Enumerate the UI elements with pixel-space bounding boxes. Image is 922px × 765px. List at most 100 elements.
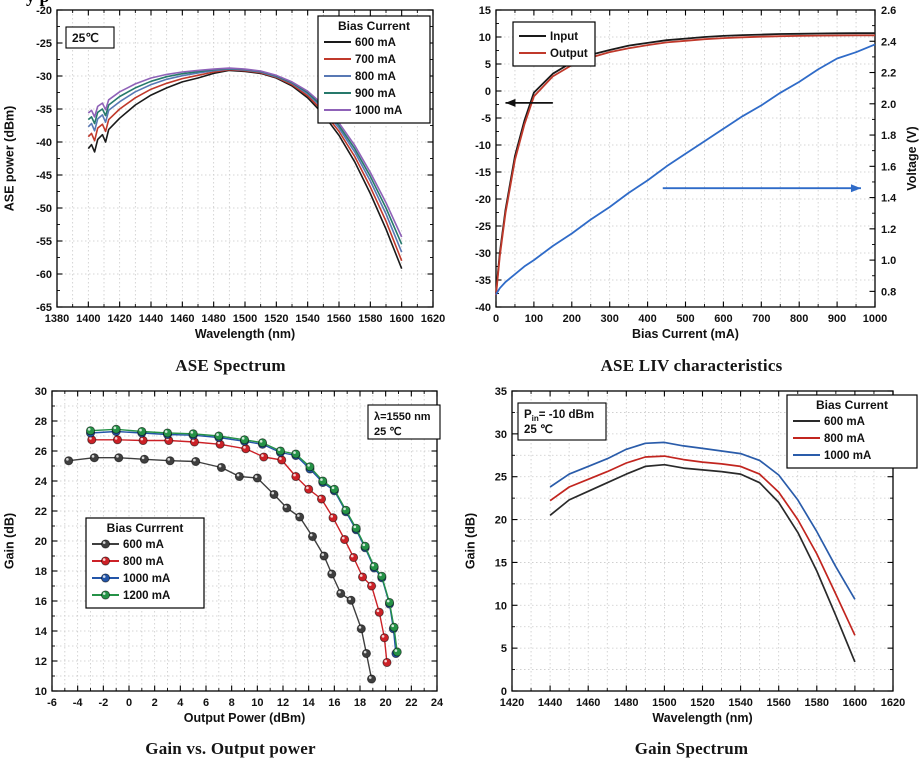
svg-text:1560: 1560: [327, 313, 351, 325]
series-line-voltage: [495, 43, 876, 295]
plot-frame: [511, 390, 894, 692]
legend: Bias Current 600 mA 800 mA 1000 mA: [786, 394, 918, 469]
ase-liv-chart: 0 100 200 300 400 500 600 700 800 900 1000-40-35-3…: [475, 5, 919, 341]
svg-text:900 mA: 900 mA: [355, 88, 396, 100]
axis-ticks: 1380 1400 1420 1440 1460 1480 1500 1520 1540 1560…: [36, 5, 445, 325]
plot-frame: [51, 390, 438, 692]
svg-text:-15: -15: [475, 167, 491, 179]
series-line-800-ma: [87, 68, 403, 253]
svg-text:Input: Input: [550, 31, 578, 43]
svg-text:-30: -30: [36, 71, 52, 83]
panel-ase-liv: 0 100 200 300 400 500 600 700 800 900 1000 -40 -35 -3…: [461, 0, 922, 383]
series-line-800-ma: [549, 455, 856, 636]
svg-text:Bias Current: Bias Current: [816, 398, 888, 412]
svg-text:1540: 1540: [728, 697, 752, 709]
svg-text:16: 16: [328, 697, 340, 709]
svg-text:900: 900: [828, 313, 846, 325]
svg-text:1000 mA: 1000 mA: [824, 450, 871, 462]
svg-text:8: 8: [229, 697, 235, 709]
svg-text:1580: 1580: [358, 313, 382, 325]
svg-text:35: 35: [495, 386, 507, 398]
gain-spectrum-caption: Gain Spectrum: [634, 739, 749, 758]
svg-text:15: 15: [495, 557, 507, 569]
cropped-text-fragment: y p: [26, 0, 106, 7]
svg-text:800 mA: 800 mA: [123, 556, 164, 568]
svg-text:Output Power (dBm): Output Power (dBm): [184, 711, 306, 725]
svg-text:1.8: 1.8: [881, 130, 896, 142]
svg-text:1620: 1620: [421, 313, 445, 325]
svg-text:1200 mA: 1200 mA: [123, 590, 170, 602]
svg-text:200: 200: [563, 313, 581, 325]
svg-text:0: 0: [501, 686, 507, 698]
svg-text:20: 20: [35, 536, 47, 548]
gain-vs-output-power-chart: -6 -4 -2 0 2 4 6 8 10 12 14 16 18 20 22 241012141618202…: [3, 386, 444, 725]
series-line-input: [495, 32, 875, 294]
svg-text:-5: -5: [481, 113, 491, 125]
svg-text:18: 18: [35, 566, 47, 578]
svg-text:10: 10: [495, 600, 507, 612]
svg-text:1580: 1580: [805, 697, 829, 709]
svg-text:12: 12: [277, 697, 289, 709]
svg-text:-6: -6: [47, 697, 57, 709]
annotation-box: 25℃: [65, 26, 115, 49]
svg-text:1560: 1560: [766, 697, 790, 709]
series-line-1000-ma: [549, 441, 856, 600]
svg-text:4: 4: [177, 697, 184, 709]
svg-text:6: 6: [203, 697, 209, 709]
svg-text:Wavelength (nm): Wavelength (nm): [652, 711, 752, 725]
svg-text:1460: 1460: [170, 313, 194, 325]
svg-text:600: 600: [714, 313, 732, 325]
svg-text:Gain (dB): Gain (dB): [3, 513, 17, 569]
legend: Input Output: [512, 21, 596, 67]
gain-vs-output-power-caption: Gain vs. Output power: [145, 739, 316, 758]
svg-text:800 mA: 800 mA: [355, 71, 396, 83]
svg-text:1420: 1420: [500, 697, 524, 709]
svg-text:1000 mA: 1000 mA: [355, 105, 402, 117]
svg-text:25℃: 25℃: [72, 31, 99, 45]
svg-text:-45: -45: [36, 170, 52, 182]
svg-text:-20: -20: [36, 5, 52, 17]
svg-text:1600: 1600: [843, 697, 867, 709]
svg-text:25: 25: [495, 472, 507, 484]
svg-text:300: 300: [601, 313, 619, 325]
svg-text:Bias Current: Bias Current: [338, 19, 410, 33]
svg-text:20: 20: [495, 515, 507, 527]
svg-text:600 mA: 600 mA: [824, 416, 865, 428]
svg-text:500: 500: [676, 313, 694, 325]
direction-arrow: [662, 184, 861, 193]
svg-text:25 ℃: 25 ℃: [374, 426, 402, 438]
series-line-700-ma: [87, 68, 403, 262]
svg-text:2.6: 2.6: [881, 5, 896, 17]
svg-text:Bias Currrent: Bias Currrent: [107, 521, 184, 535]
svg-text:15: 15: [479, 5, 491, 17]
series-line-600-ma: [87, 69, 403, 269]
svg-text:14: 14: [303, 697, 316, 709]
svg-text:1.0: 1.0: [881, 255, 896, 267]
gain-spectrum-chart: 1420 1440 1460 1480 1500 1520 1540 1560 1580 1600…: [464, 386, 918, 725]
svg-text:-35: -35: [36, 104, 52, 116]
svg-text:600 mA: 600 mA: [355, 37, 396, 49]
svg-text:1500: 1500: [233, 313, 257, 325]
panel-gain-spectrum: 1420 1440 1460 1480 1500 1520 1540 1560 1580 1600…: [461, 383, 922, 765]
svg-text:1000: 1000: [863, 313, 887, 325]
svg-text:22: 22: [35, 506, 47, 518]
svg-text:5: 5: [501, 643, 507, 655]
svg-text:25 ℃: 25 ℃: [524, 423, 553, 436]
legend: Bias Currrent 600 mA 800 mA 1000 mA 1200 mA: [85, 517, 205, 609]
svg-text:-60: -60: [36, 269, 52, 281]
svg-text:ASE power (dBm): ASE power (dBm): [3, 106, 17, 212]
svg-text:28: 28: [35, 416, 47, 428]
annotation-box: λ=1550 nm 25 ℃: [367, 404, 441, 440]
svg-text:1420: 1420: [107, 313, 131, 325]
svg-text:1380: 1380: [45, 313, 69, 325]
svg-text:-55: -55: [36, 236, 52, 248]
svg-text:20: 20: [380, 697, 392, 709]
svg-text:600 mA: 600 mA: [123, 539, 164, 551]
svg-text:-20: -20: [475, 194, 491, 206]
svg-text:1440: 1440: [139, 313, 163, 325]
direction-arrow: [505, 98, 553, 107]
svg-text:30: 30: [495, 429, 507, 441]
svg-text:1.6: 1.6: [881, 161, 896, 173]
